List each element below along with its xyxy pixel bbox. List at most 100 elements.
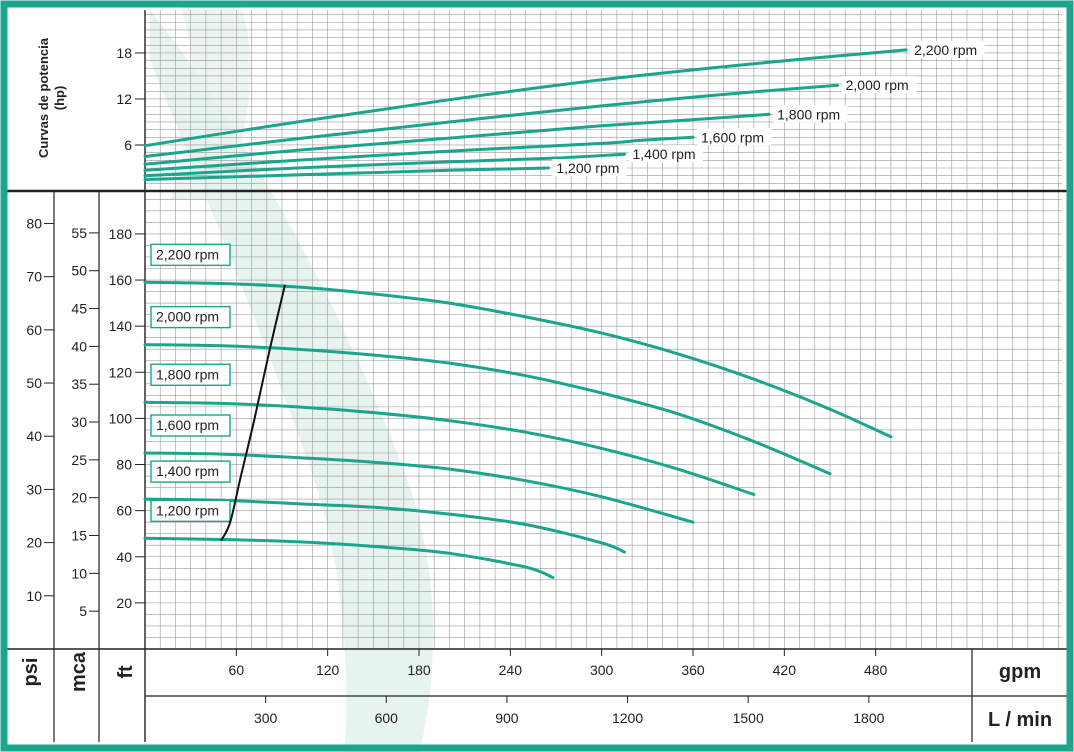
x-axis-title-lmin: L / min	[988, 709, 1052, 731]
head-curve-0	[143, 280, 893, 439]
mca-ticks: 5 10 15 20 25 30 35 40 45 50 55	[71, 225, 99, 619]
head-curves: 2,200 rpm 2,000 rpm 1,800 rpm 1,600 rpm 1,40…	[143, 243, 893, 579]
x-axis-title-gpm: gpm	[999, 661, 1041, 683]
y-tick-label: 6	[124, 137, 132, 153]
y-tick-label: 40	[26, 428, 42, 444]
mca-axis-title-text: mca	[68, 651, 90, 692]
power-curve-label-bg	[773, 105, 848, 123]
head-curve-label-box	[150, 363, 231, 386]
head-curve-label: 2,200 rpm	[156, 246, 219, 262]
power-curve-label: 1,200 rpm	[556, 160, 619, 176]
power-curve-2	[143, 112, 771, 166]
y-tick-label: 80	[26, 215, 42, 231]
power-curve-label: 2,000 rpm	[846, 77, 909, 93]
x-tick-label: 240	[499, 662, 523, 678]
y-tick-label: 50	[71, 263, 87, 279]
y-tick-label: 18	[116, 45, 132, 61]
y-tick-label: 180	[109, 226, 133, 242]
head-curve-label-box	[150, 499, 231, 523]
y-tick-label: 20	[26, 535, 42, 551]
y-tick-label: 140	[109, 318, 133, 334]
head-curve-label-box	[150, 414, 231, 437]
head-curve-label-box	[150, 460, 231, 483]
head-curve-label: 1,600 rpm	[156, 417, 219, 433]
lmin-ticks: 300 600 900 1200 1500 1800	[254, 696, 885, 726]
y-tick-label: 12	[116, 91, 132, 107]
axis-unit: (hp)	[52, 86, 67, 111]
y-tick-label: 60	[26, 322, 42, 338]
power-curve-label: 2,200 rpm	[914, 42, 977, 58]
head-curve-2	[143, 400, 756, 496]
head-curve-label-box	[150, 305, 231, 329]
head-curve-1	[143, 343, 832, 476]
y-tick-label: 20	[116, 595, 132, 611]
y-tick-label: 40	[116, 549, 132, 565]
power-curves: 2,200 rpm 2,000 rpm 1,800 rpm 1,600 rpm 1,40…	[143, 40, 985, 181]
ft-axis-title-text: ft	[115, 665, 137, 679]
y-tick-label: 30	[26, 481, 42, 497]
x-tick-label: 420	[773, 662, 797, 678]
x-tick-label: 1800	[853, 710, 884, 726]
y-tick-label: 100	[109, 410, 133, 426]
y-tick-label: 30	[71, 414, 87, 430]
x-tick-label: 180	[407, 662, 431, 678]
power-curve-0	[143, 48, 908, 148]
x-tick-label: 900	[495, 710, 519, 726]
power-curve-3	[143, 135, 695, 172]
power-curve-label-bg	[910, 40, 985, 58]
x-tick-label: 1200	[612, 710, 643, 726]
power-curve-label-bg	[628, 145, 703, 163]
ft-axis-title: ft	[115, 665, 137, 679]
y-tick-label: 5	[79, 603, 87, 619]
head-curve-label: 1,200 rpm	[156, 502, 219, 518]
power-curve-label-bg	[697, 128, 772, 146]
power-curve-1	[143, 83, 840, 158]
y-tick-label: 45	[71, 301, 87, 317]
head-curve-label: 1,800 rpm	[156, 366, 219, 382]
power-curve-label-bg	[841, 76, 917, 94]
x-tick-label: 1500	[733, 710, 764, 726]
y-tick-label: 20	[71, 490, 87, 506]
psi-axis-title-text: psi	[20, 658, 42, 687]
x-tick-label: 360	[681, 662, 705, 678]
head-curve-label: 2,000 rpm	[156, 309, 219, 325]
power-curve-label: 1,600 rpm	[701, 129, 764, 145]
y-tick-label: 25	[71, 452, 87, 468]
y-tick-label: 50	[26, 375, 42, 391]
psi-axis-title: psi	[20, 658, 42, 687]
y-tick-label: 60	[116, 503, 132, 519]
y-tick-label: 35	[71, 376, 87, 392]
y-tick-label: 15	[71, 528, 87, 544]
x-tick-label: 60	[229, 662, 245, 678]
power-y-ticks: 6 12 18	[116, 45, 145, 153]
head-curve-3	[143, 451, 695, 524]
efficiency-boundary-curve	[220, 284, 286, 542]
power-curve-label: 1,400 rpm	[633, 146, 696, 162]
y-tick-label: 70	[26, 269, 42, 285]
y-tick-label: 160	[109, 272, 133, 288]
x-tick-label: 480	[864, 662, 888, 678]
power-curve-label-bg	[552, 158, 627, 176]
y-tick-label: 120	[109, 364, 133, 380]
power-curve-4	[143, 152, 626, 178]
x-tick-label: 300	[254, 710, 278, 726]
axis-title: Curvas de potencia	[36, 37, 51, 158]
y-tick-label: 10	[26, 588, 42, 604]
head-curve-label: 1,400 rpm	[156, 463, 219, 479]
head-curve-label-box	[150, 243, 231, 267]
ft-ticks: 20 40 60 80 100 120 140 160 180	[109, 226, 145, 611]
grid-lines	[145, 10, 1062, 649]
y-tick-label: 55	[71, 225, 87, 241]
psi-ticks: 10 20 30 40 50 60 70 80	[26, 215, 54, 604]
power-curve-5	[143, 166, 550, 181]
mca-axis-title: mca	[68, 651, 90, 692]
y-tick-label: 40	[71, 338, 87, 354]
power-axis-label: Curvas de potencia (hp)	[36, 37, 67, 158]
x-tick-label: 300	[590, 662, 614, 678]
y-tick-label: 10	[71, 565, 87, 581]
y-tick-label: 80	[116, 457, 132, 473]
power-curve-label: 1,800 rpm	[777, 106, 840, 122]
x-tick-label: 600	[375, 710, 399, 726]
